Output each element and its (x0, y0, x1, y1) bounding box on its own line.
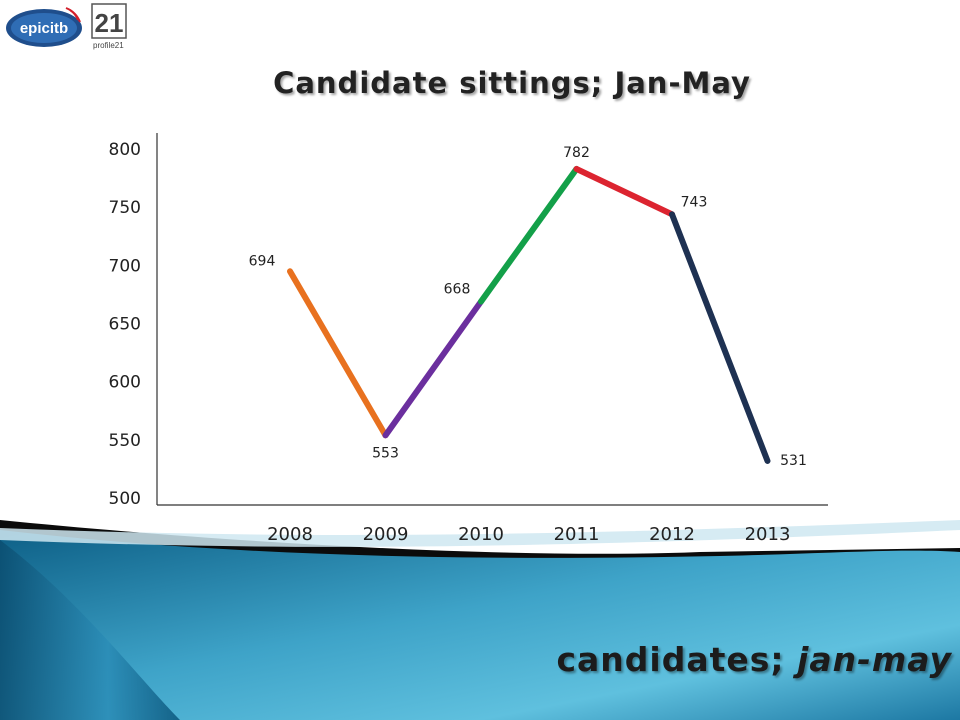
data-label: 668 (444, 282, 471, 298)
profile21-logo: 21 profile21 (91, 3, 127, 50)
y-axis-ticks: 800 750 700 650 600 550 500 (109, 140, 141, 509)
data-label: 553 (372, 445, 399, 461)
profile21-logo-text: profile21 (93, 41, 124, 50)
y-tick-label: 700 (109, 256, 141, 276)
data-label: 694 (249, 253, 276, 269)
data-label: 743 (681, 194, 708, 210)
line-segment (382, 298, 484, 439)
x-tick-label: 2009 (363, 524, 409, 545)
x-tick-label: 2011 (554, 524, 600, 545)
line-segment (669, 211, 771, 464)
line-segment (573, 165, 675, 218)
data-label: 782 (563, 145, 590, 161)
chart-title: Candidate sittings; Jan-May (273, 66, 751, 100)
x-tick-label: 2012 (649, 524, 695, 545)
epicitb-logo: epicitb (6, 7, 82, 47)
data-labels: 694 553 668 782 743 531 (249, 145, 807, 469)
line-segment (478, 165, 580, 305)
chart-axes (156, 133, 828, 506)
y-tick-label: 500 (109, 489, 141, 509)
y-tick-label: 800 (109, 140, 141, 160)
y-tick-label: 750 (109, 198, 141, 218)
data-label: 531 (780, 453, 807, 469)
background-wave-highlight (0, 520, 960, 547)
x-axis-ticks: 2008 2009 2010 2011 2012 2013 (267, 524, 790, 545)
epicitb-logo-text: epicitb (20, 20, 68, 37)
line-segments (287, 165, 771, 464)
y-tick-label: 650 (109, 315, 141, 335)
y-tick-label: 600 (109, 373, 141, 393)
footer-caption: candidates; jan-may (556, 640, 952, 679)
line-segment (287, 268, 389, 439)
x-tick-label: 2010 (458, 524, 504, 545)
x-tick-label: 2008 (267, 524, 313, 545)
background-wave-left (0, 540, 180, 720)
x-tick-label: 2013 (745, 524, 791, 545)
profile21-logo-mark: 21 (95, 8, 124, 38)
y-tick-label: 550 (109, 431, 141, 451)
footer-caption-main: candidates; (556, 640, 798, 679)
footer-caption-emphasis: jan-may (797, 640, 952, 679)
background-wave-blue (0, 530, 960, 720)
